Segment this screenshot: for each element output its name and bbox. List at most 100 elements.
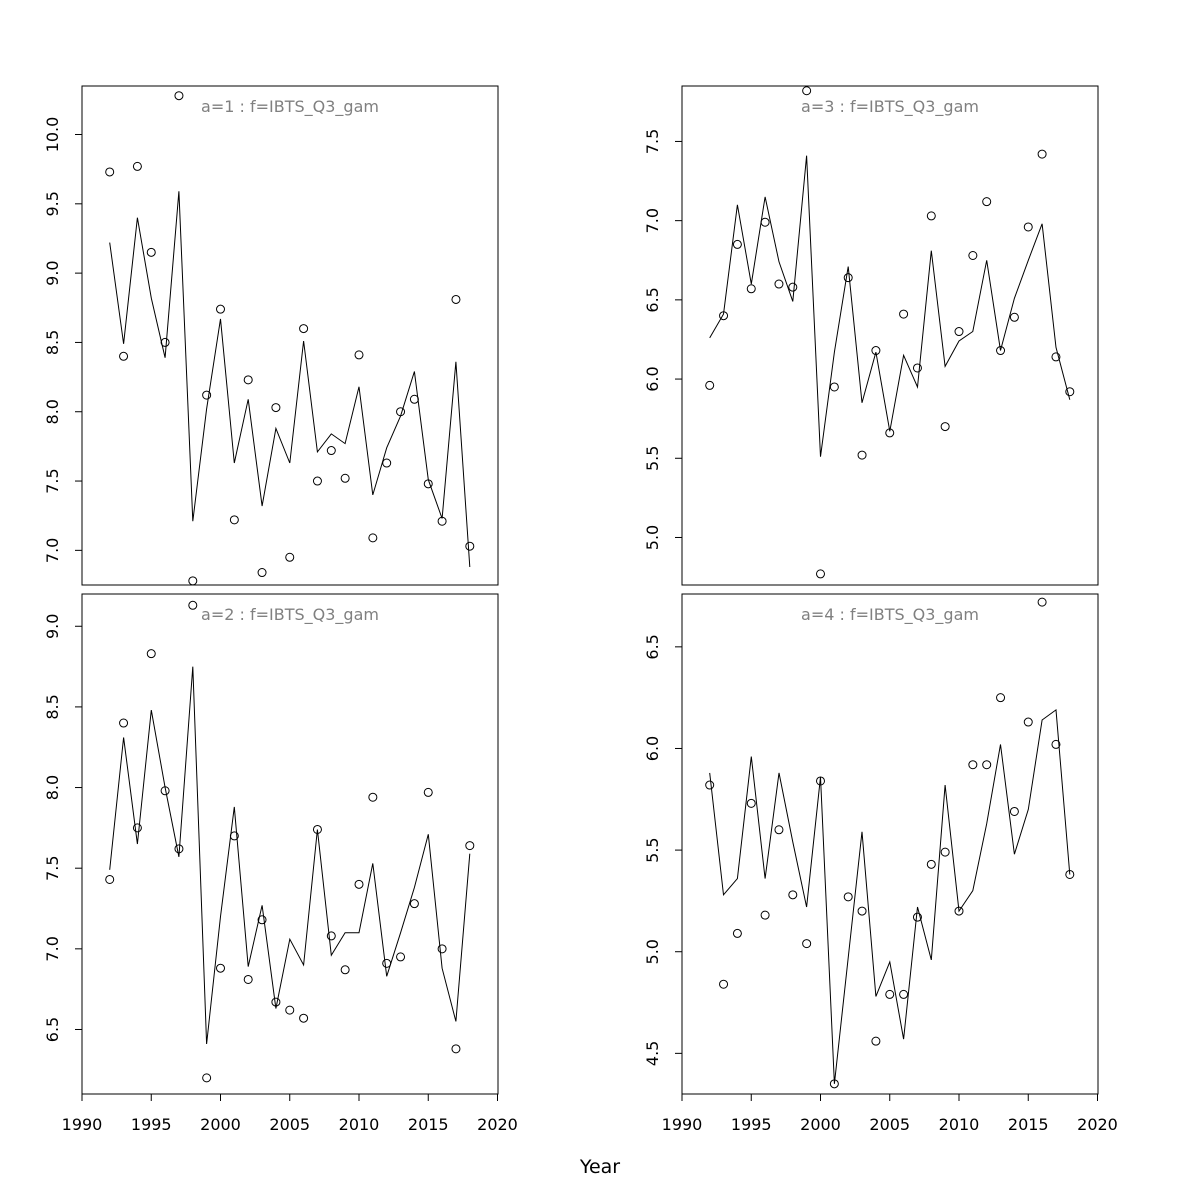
fitted-line	[109, 191, 471, 568]
observed-point	[451, 1044, 461, 1054]
y-tick-label: 6.5	[643, 287, 662, 312]
observed-point	[1009, 806, 1019, 816]
observed-point	[299, 1013, 309, 1023]
observed-point	[271, 997, 281, 1007]
x-tick-label: 2010	[939, 1115, 980, 1134]
observed-point	[105, 874, 115, 884]
observed-point	[437, 516, 447, 526]
observed-point	[326, 446, 336, 456]
observed-point	[105, 167, 115, 177]
y-tick-label: 9.0	[43, 614, 62, 639]
observed-point	[216, 304, 225, 314]
observed-point	[202, 1073, 212, 1083]
panel-title: a=1 : f=IBTS_Q3_gam	[201, 97, 379, 117]
observed-point	[1065, 869, 1075, 879]
observed-point	[299, 324, 309, 334]
x-tick-label: 2010	[339, 1115, 380, 1134]
y-tick-label: 7.5	[643, 129, 662, 154]
y-tick-label: 9.5	[43, 191, 62, 216]
observed-point	[1051, 739, 1061, 749]
x-tick-label: 1990	[62, 1115, 103, 1134]
observed-point	[954, 906, 964, 916]
observed-point	[816, 776, 825, 786]
observed-point	[257, 915, 267, 925]
observed-point	[746, 284, 756, 294]
observed-point	[243, 974, 253, 984]
observed-point	[382, 958, 392, 968]
observed-point	[326, 931, 336, 941]
x-tick-label: 2015	[1008, 1115, 1049, 1134]
x-tick-label: 1995	[731, 1115, 772, 1134]
observed-point	[996, 346, 1006, 356]
x-tick-label: 2000	[800, 1115, 841, 1134]
observed-point	[871, 346, 881, 356]
observed-point	[705, 780, 715, 790]
observed-point	[257, 568, 267, 578]
observed-point	[229, 515, 239, 525]
observed-point	[899, 989, 909, 999]
panel-1: a=1 : f=IBTS_Q3_gam 7.0 7.5 8.0 8.5 9.0 9.5 10.…	[43, 85, 499, 586]
observed-point	[465, 841, 475, 851]
observed-point	[968, 760, 978, 770]
observed-point	[188, 600, 198, 610]
panel-frame	[81, 593, 499, 1095]
x-tick-label: 1990	[662, 1115, 703, 1134]
fitted-line	[709, 708, 1071, 1084]
observed-point	[409, 899, 419, 909]
x-tick-label: 2005	[869, 1115, 910, 1134]
y-tick-label: 5.5	[643, 837, 662, 862]
observed-point	[396, 407, 406, 417]
x-tick-label: 2005	[269, 1115, 310, 1134]
y-tick-label: 5.5	[643, 446, 662, 471]
observed-point	[382, 458, 392, 468]
observed-point	[829, 382, 839, 392]
observed-point	[160, 786, 170, 796]
observed-point	[132, 161, 142, 171]
observed-point	[760, 217, 770, 227]
observed-point	[312, 824, 322, 834]
observed-point	[174, 91, 184, 101]
y-tick-label: 6.0	[643, 736, 662, 761]
observed-point	[885, 428, 895, 438]
observed-point	[216, 963, 225, 973]
observed-point	[940, 422, 950, 432]
observed-point	[788, 890, 798, 900]
observed-point	[202, 390, 212, 400]
observed-point	[760, 910, 770, 920]
observed-point	[340, 965, 350, 975]
observed-point	[1023, 717, 1033, 727]
y-tick-label: 5.0	[643, 525, 662, 550]
observed-point	[857, 450, 867, 460]
observed-point	[354, 350, 364, 360]
observed-point	[802, 86, 812, 96]
observed-point	[396, 952, 406, 962]
observed-point	[899, 309, 909, 319]
observed-point	[719, 311, 729, 321]
panel-title: a=4 : f=IBTS_Q3_gam	[801, 605, 979, 625]
observed-point	[732, 239, 742, 249]
panel-3: a=3 : f=IBTS_Q3_gam 5.0 5.5 6.0 6.5 7.0 7.5	[643, 85, 1099, 586]
observed-point	[912, 912, 922, 922]
y-tick-label: 8.0	[43, 399, 62, 424]
observed-point	[119, 718, 129, 728]
observed-point	[1051, 352, 1061, 362]
observed-point	[1037, 149, 1047, 159]
panel-frame	[681, 593, 1099, 1095]
panel-frame	[81, 85, 499, 586]
panel-frame	[681, 85, 1099, 586]
observed-point	[1023, 222, 1033, 232]
x-tick-label: 2000	[200, 1115, 241, 1134]
observed-point	[368, 533, 378, 543]
observed-point	[954, 327, 964, 337]
observed-point	[243, 375, 253, 385]
observed-point	[843, 892, 853, 902]
observed-point	[465, 541, 475, 551]
observed-point	[188, 576, 198, 586]
observed-point	[174, 844, 184, 854]
y-tick-label: 9.0	[43, 260, 62, 285]
observed-point	[409, 394, 419, 404]
x-tick-label: 2015	[408, 1115, 449, 1134]
fitted-line	[709, 155, 1071, 457]
observed-point	[705, 380, 715, 390]
observed-point	[1009, 312, 1019, 322]
